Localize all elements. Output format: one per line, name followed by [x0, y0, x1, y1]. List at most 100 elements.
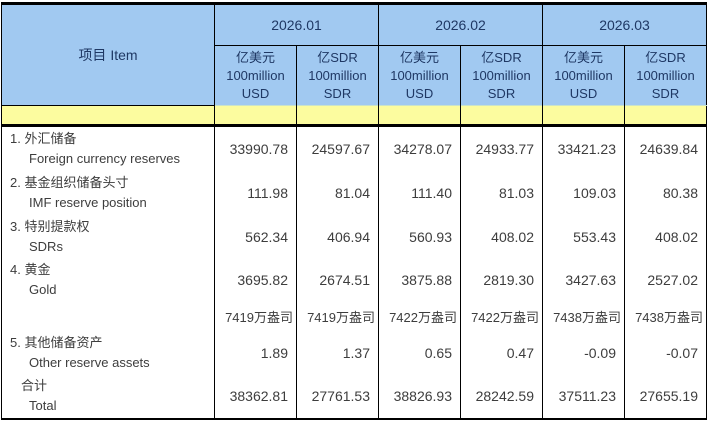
item-label-en: IMF reserve position [29, 195, 147, 210]
header-year-row: 项目 Item 2026.01 2026.02 2026.03 [1, 3, 707, 106]
header-unit-row: 亿美元 100million USD 亿SDR 100million SDR 亿… [2, 45, 707, 106]
item-label-zh: 3. 特别提款权 [10, 218, 90, 234]
item-label-en: Other reserve assets [29, 354, 150, 370]
value-cell: 406.94 [296, 215, 379, 258]
item-label: 3. 特别提款权 SDRs [1, 215, 215, 258]
row-other-reserve-assets: 5. 其他储备资产 Other reserve assets 1.89 1.37… [1, 331, 707, 374]
unit-line: SDR [487, 85, 516, 101]
value-cell: 2819.30 [460, 258, 543, 301]
unit-header-sdr-2: 亿SDR 100million SDR [460, 45, 543, 106]
item-label-en: Total [29, 398, 57, 413]
value-cell: 408.02 [624, 215, 707, 258]
value-cell: 81.04 [296, 171, 379, 215]
unit-line: 亿SDR [317, 49, 358, 65]
column-header-period-3: 2026.03 [542, 3, 707, 46]
value-cell: 7438万盎司 [624, 301, 707, 331]
value-cell: 27655.19 [624, 374, 707, 419]
unit-line: 亿SDR [481, 49, 522, 65]
value-cell: 408.02 [460, 215, 543, 258]
value-cell: 0.47 [460, 331, 543, 374]
unit-line: 100million [554, 67, 613, 83]
row-gold: 4. 黄金 Gold 3695.82 2674.51 3875.88 2819.… [1, 258, 707, 301]
item-label: 4. 黄金 Gold [1, 258, 215, 301]
value-cell: 3427.63 [542, 258, 625, 301]
value-cell: -0.07 [624, 331, 707, 374]
value-cell: 560.93 [378, 215, 461, 258]
value-cell: 37511.23 [542, 374, 625, 419]
value-cell: 2674.51 [296, 258, 379, 301]
item-label-zh: 合计 [21, 378, 48, 393]
band-cell [214, 105, 297, 127]
unit-line: SDR [651, 85, 680, 101]
value-cell: 7422万盎司 [378, 301, 461, 331]
unit-header-sdr-3: 亿SDR 100million SDR [624, 45, 707, 106]
unit-line: SDR [323, 85, 352, 101]
value-cell: 24933.77 [460, 125, 543, 171]
band-cell [296, 105, 379, 127]
item-label: 2. 基金组织储备头寸 IMF reserve position [1, 171, 215, 215]
value-cell: 1.37 [296, 331, 379, 374]
unit-line: USD [241, 85, 270, 101]
item-label-zh: 5. 其他储备资产 [10, 334, 103, 350]
band-cell [624, 105, 707, 127]
item-label: 合计 Total [1, 374, 215, 419]
value-cell: 24639.84 [624, 125, 707, 171]
value-cell: 1.89 [214, 331, 297, 374]
value-cell: 7422万盎司 [460, 301, 543, 331]
value-cell: 33990.78 [214, 125, 297, 171]
band-cell [460, 105, 543, 127]
row-imf-reserve-position: 2. 基金组织储备头寸 IMF reserve position 111.98 … [1, 171, 707, 215]
value-cell: 7419万盎司 [214, 301, 297, 331]
unit-header-usd-1: 亿美元 100million USD [214, 45, 297, 106]
item-label-en: Foreign currency reserves [29, 151, 180, 166]
value-cell: 2527.02 [624, 258, 707, 301]
unit-line: 亿美元 [563, 49, 603, 65]
row-sdrs: 3. 特别提款权 SDRs 562.34 406.94 560.93 408.0… [1, 215, 707, 258]
item-label-en: Gold [29, 281, 57, 297]
unit-line: 100million [226, 67, 285, 83]
row-foreign-currency-reserves: 1. 外汇储备 Foreign currency reserves 33990.… [1, 125, 707, 171]
value-cell: 33421.23 [542, 125, 625, 171]
unit-line: 100million [308, 67, 367, 83]
value-cell: 38362.81 [214, 374, 297, 419]
value-cell: 111.98 [214, 171, 297, 215]
unit-line: USD [405, 85, 434, 101]
unit-header-usd-3: 亿美元 100million USD [542, 45, 625, 106]
column-header-item: 项目 Item [1, 3, 215, 106]
value-cell: 0.65 [378, 331, 461, 374]
band-cell [542, 105, 625, 127]
value-cell: 34278.07 [378, 125, 461, 171]
row-total: 合计 Total 38362.81 27761.53 38826.93 2824… [1, 374, 707, 419]
value-cell: 109.03 [542, 171, 625, 215]
item-label: 1. 外汇储备 Foreign currency reserves [1, 125, 215, 171]
band-cell [378, 105, 461, 127]
value-cell: 111.40 [378, 171, 461, 215]
item-label-zh: 2. 基金组织储备头寸 [10, 175, 129, 190]
item-label-empty [1, 301, 215, 331]
row-gold-ounces: 7419万盎司 7419万盎司 7422万盎司 7422万盎司 7438万盎司 … [1, 301, 707, 331]
value-cell: 80.38 [624, 171, 707, 215]
value-cell: 553.43 [542, 215, 625, 258]
column-header-period-1: 2026.01 [214, 3, 379, 46]
value-cell: 24597.67 [296, 125, 379, 171]
unit-header-sdr-1: 亿SDR 100million SDR [296, 45, 379, 106]
band-cell [1, 105, 215, 127]
value-cell: 562.34 [214, 215, 297, 258]
value-cell: 81.03 [460, 171, 543, 215]
item-label: 5. 其他储备资产 Other reserve assets [1, 331, 215, 374]
value-cell: 3875.88 [378, 258, 461, 301]
unit-line: 亿SDR [645, 49, 686, 65]
unit-line: 100million [390, 67, 449, 83]
column-header-period-2: 2026.02 [378, 3, 543, 46]
unit-line: 100million [636, 67, 695, 83]
value-cell: 28242.59 [460, 374, 543, 419]
unit-header-usd-2: 亿美元 100million USD [378, 45, 461, 106]
unit-line: USD [569, 85, 598, 101]
value-cell: 27761.53 [296, 374, 379, 419]
value-cell: 7419万盎司 [296, 301, 379, 331]
yellow-separator-row [1, 105, 707, 127]
unit-line: 100million [472, 67, 531, 83]
unit-line: 亿美元 [399, 49, 439, 65]
